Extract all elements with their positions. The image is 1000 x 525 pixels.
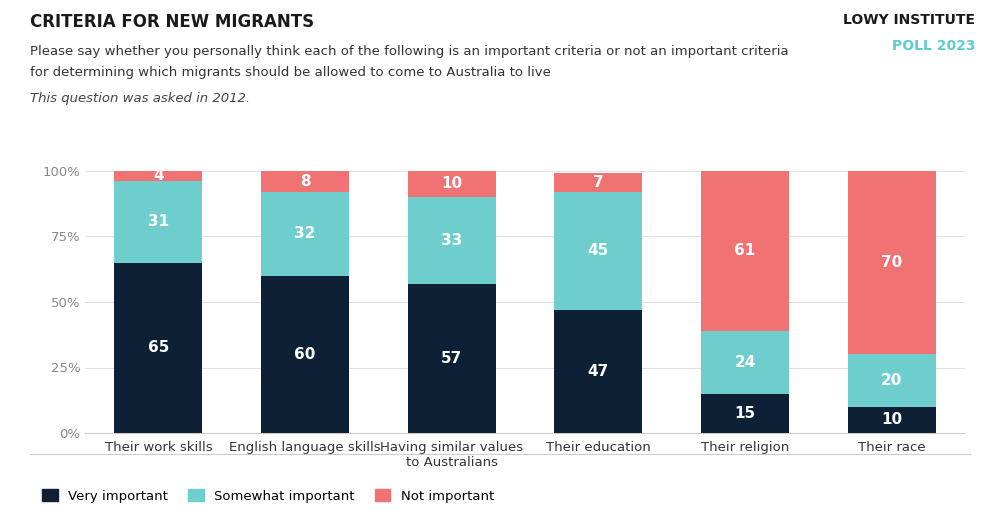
Bar xyxy=(408,197,496,284)
Bar xyxy=(848,171,936,354)
Text: 8: 8 xyxy=(300,174,310,188)
Text: 33: 33 xyxy=(441,233,462,248)
Bar xyxy=(554,173,642,192)
Text: 15: 15 xyxy=(734,406,756,421)
Bar xyxy=(701,394,789,433)
Text: POLL 2023: POLL 2023 xyxy=(892,39,975,54)
Text: 10: 10 xyxy=(441,176,462,191)
Bar xyxy=(114,181,202,262)
Text: 32: 32 xyxy=(294,226,316,241)
Text: 4: 4 xyxy=(153,169,164,183)
Bar xyxy=(261,276,349,433)
Bar xyxy=(554,192,642,310)
Legend: Very important, Somewhat important, Not important: Very important, Somewhat important, Not … xyxy=(37,484,500,508)
Text: 57: 57 xyxy=(441,351,462,366)
Bar xyxy=(114,262,202,433)
Bar xyxy=(554,310,642,433)
Text: 31: 31 xyxy=(148,214,169,229)
Bar xyxy=(701,331,789,394)
Bar xyxy=(848,354,936,407)
Text: for determining which migrants should be allowed to come to Australia to live: for determining which migrants should be… xyxy=(30,66,551,79)
Text: 20: 20 xyxy=(881,373,902,388)
Text: CRITERIA FOR NEW MIGRANTS: CRITERIA FOR NEW MIGRANTS xyxy=(30,13,314,31)
Text: 60: 60 xyxy=(294,347,316,362)
Bar xyxy=(408,171,496,197)
Text: 45: 45 xyxy=(588,243,609,258)
Text: LOWY INSTITUTE: LOWY INSTITUTE xyxy=(843,13,975,27)
Text: This question was asked in 2012.: This question was asked in 2012. xyxy=(30,92,250,105)
Bar xyxy=(261,171,349,192)
Text: 24: 24 xyxy=(734,355,756,370)
Bar xyxy=(261,192,349,276)
Bar xyxy=(848,407,936,433)
Text: 7: 7 xyxy=(593,175,604,190)
Text: 70: 70 xyxy=(881,255,902,270)
Bar xyxy=(701,171,789,331)
Bar xyxy=(114,171,202,181)
Text: 65: 65 xyxy=(148,340,169,355)
Text: 47: 47 xyxy=(588,364,609,379)
Text: Please say whether you personally think each of the following is an important cr: Please say whether you personally think … xyxy=(30,45,789,58)
Text: 61: 61 xyxy=(734,243,756,258)
Bar xyxy=(408,284,496,433)
Text: 10: 10 xyxy=(881,413,902,427)
